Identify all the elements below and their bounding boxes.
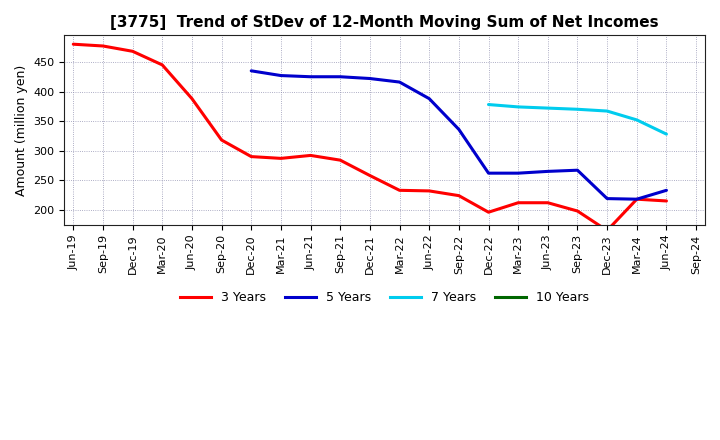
5 Years (276, 73, 285, 78)
3 Years (99, 44, 107, 49)
3 Years (247, 154, 256, 159)
5 Years (395, 80, 404, 85)
3 Years (573, 209, 582, 214)
5 Years (514, 171, 523, 176)
3 Years (69, 41, 78, 47)
5 Years (662, 188, 671, 193)
5 Years (247, 68, 256, 73)
Line: 5 Years: 5 Years (251, 71, 667, 199)
5 Years (484, 171, 492, 176)
3 Years (366, 173, 374, 178)
5 Years (425, 96, 433, 101)
Y-axis label: Amount (million yen): Amount (million yen) (15, 64, 28, 196)
3 Years (514, 200, 523, 205)
7 Years (662, 132, 671, 137)
Legend: 3 Years, 5 Years, 7 Years, 10 Years: 3 Years, 5 Years, 7 Years, 10 Years (175, 286, 595, 309)
3 Years (425, 188, 433, 194)
3 Years (662, 198, 671, 204)
5 Years (544, 169, 552, 174)
5 Years (632, 197, 641, 202)
5 Years (366, 76, 374, 81)
5 Years (306, 74, 315, 79)
3 Years (158, 62, 166, 68)
3 Years (217, 137, 226, 143)
3 Years (484, 209, 492, 215)
3 Years (544, 200, 552, 205)
Line: 7 Years: 7 Years (488, 105, 667, 134)
3 Years (276, 156, 285, 161)
5 Years (603, 196, 611, 201)
3 Years (603, 228, 611, 233)
7 Years (573, 106, 582, 112)
7 Years (544, 106, 552, 111)
3 Years (306, 153, 315, 158)
3 Years (188, 96, 197, 101)
7 Years (514, 104, 523, 110)
Title: [3775]  Trend of StDev of 12-Month Moving Sum of Net Incomes: [3775] Trend of StDev of 12-Month Moving… (110, 15, 659, 30)
3 Years (454, 193, 463, 198)
7 Years (603, 108, 611, 114)
3 Years (395, 188, 404, 193)
5 Years (336, 74, 345, 79)
Line: 3 Years: 3 Years (73, 44, 667, 231)
5 Years (573, 168, 582, 173)
3 Years (632, 197, 641, 202)
7 Years (484, 102, 492, 107)
7 Years (632, 117, 641, 123)
5 Years (454, 127, 463, 132)
3 Years (336, 158, 345, 163)
3 Years (128, 49, 137, 54)
